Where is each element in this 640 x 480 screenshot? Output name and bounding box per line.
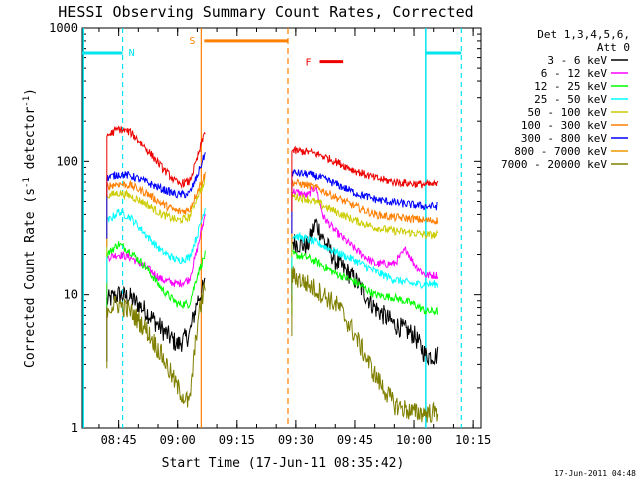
legend-entry-label: 6 - 12 keV [541, 67, 608, 80]
y-axis-label-sup1: -1 [22, 177, 32, 188]
y-tick-label: 100 [56, 154, 78, 168]
y-tick-label: 10 [64, 288, 78, 302]
series-line [291, 193, 439, 257]
footer-timestamp: 17-Jun-2011 04:48 [554, 469, 636, 478]
legend-entry-label: 50 - 100 keV [528, 106, 608, 119]
series-line [106, 152, 206, 239]
series-line [291, 168, 438, 234]
x-tick-label: 09:00 [160, 433, 196, 447]
series-line [291, 266, 439, 424]
series-line [106, 178, 206, 257]
y-tick-label: 1 [71, 421, 78, 435]
y-axis-label-mid: detector [23, 107, 38, 178]
legend-entry-label: 300 - 800 keV [521, 132, 607, 145]
series-line [291, 145, 439, 212]
legend-entry-label: 7000 - 20000 keV [501, 158, 607, 171]
chart-title: HESSI Observing Summary Count Rates, Cor… [58, 3, 473, 21]
series-line [106, 213, 206, 319]
series-line [106, 125, 206, 197]
series-line [106, 277, 206, 362]
night-label: N [129, 48, 135, 59]
series-line [291, 217, 439, 367]
series-line [106, 207, 206, 283]
legend-entry-label: 800 - 7000 keV [514, 145, 607, 158]
x-tick-label: 10:15 [455, 433, 491, 447]
x-tick-label: 08:45 [101, 433, 137, 447]
plot-frame [81, 27, 482, 429]
legend-header-detectors: Det 1,3,4,5,6, [537, 28, 630, 41]
y-axis-label-end: ) [23, 88, 38, 96]
x-tick-label: 09:15 [219, 433, 255, 447]
x-tick-label: 10:00 [396, 433, 432, 447]
legend-entry-label: 25 - 50 keV [534, 93, 607, 106]
saa-label: S [189, 36, 195, 47]
y-axis-label: Corrected Count Rate (s-1 detector-1) [22, 88, 38, 368]
series-line [291, 231, 439, 296]
x-tick-label: 09:30 [278, 433, 314, 447]
y-axis-label-main: Corrected Count Rate (s [23, 188, 38, 368]
legend-entry-label: 100 - 300 keV [521, 119, 607, 132]
plot-area: 1 10 100 1000 08:45 09:00 09:15 09:30 09:45 10:00… [49, 21, 491, 447]
x-axis-label: Start Time (17-Jun-11 08:35:42) [162, 456, 405, 471]
legend-entry-label: 3 - 6 keV [547, 54, 607, 67]
y-axis-label-sup2: -1 [22, 96, 32, 107]
series-line [106, 282, 206, 408]
legend-entry-label: 12 - 25 keV [534, 80, 607, 93]
series-line [291, 250, 439, 316]
y-tick-label: 1000 [49, 21, 78, 35]
series-line [291, 178, 439, 243]
series-line [106, 241, 206, 316]
flare-label: F [306, 58, 312, 69]
series-line [106, 171, 206, 248]
legend-header-attenuator: Att 0 [597, 41, 630, 54]
x-tick-label: 09:45 [337, 433, 373, 447]
